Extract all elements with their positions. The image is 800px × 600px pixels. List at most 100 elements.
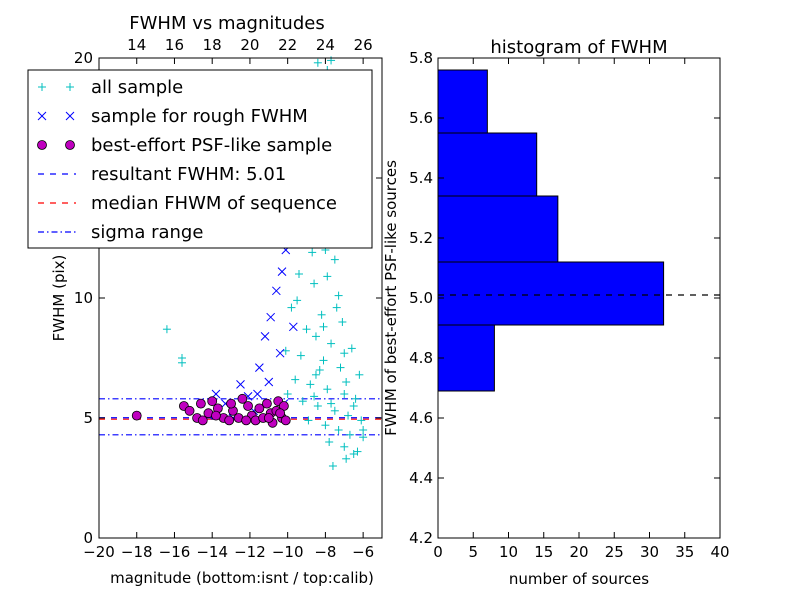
data-point bbox=[264, 377, 274, 387]
y-tick-label: 4.8 bbox=[409, 349, 433, 367]
histogram-bars bbox=[437, 69, 665, 392]
y-tick-label: 20 bbox=[74, 49, 93, 67]
histogram-bar bbox=[437, 132, 538, 197]
histogram-y-label: FWHM of best-effort PSF-like sources bbox=[382, 160, 400, 436]
y-tick-label: 5.4 bbox=[409, 169, 433, 187]
data-point bbox=[313, 58, 322, 67]
data-point bbox=[306, 380, 315, 389]
x-tick-label: 5 bbox=[468, 543, 478, 561]
data-point bbox=[330, 406, 339, 415]
data-point bbox=[340, 442, 349, 451]
x-tick-label: −16 bbox=[159, 543, 191, 561]
histogram-x-label: number of sources bbox=[509, 570, 649, 588]
data-point bbox=[327, 399, 336, 408]
data-point bbox=[298, 397, 307, 406]
data-point bbox=[357, 416, 366, 425]
histogram-bar bbox=[437, 261, 665, 326]
y-tick-label: 4.2 bbox=[409, 529, 433, 547]
scatter-top-axis: 14 16 18 20 22 24 26 bbox=[127, 36, 373, 64]
data-point bbox=[195, 398, 206, 409]
data-point bbox=[342, 378, 351, 386]
data-point bbox=[349, 402, 358, 410]
y-tick-label: 5.2 bbox=[409, 229, 433, 247]
data-point bbox=[311, 370, 320, 379]
data-point bbox=[253, 389, 262, 399]
data-point bbox=[338, 318, 347, 326]
data-point bbox=[304, 416, 313, 425]
data-point bbox=[308, 248, 317, 257]
legend-box bbox=[27, 69, 373, 249]
top-tick-label: 16 bbox=[165, 36, 184, 54]
legend-entry: sample for rough FWHM bbox=[37, 106, 308, 127]
legend-entry: all sample bbox=[38, 77, 183, 98]
histogram-panel: 0 5 10 15 20 25 30 35 40 4.2 4.4 4.6 4.8 5.0 5.2 5.4 5.… bbox=[382, 37, 730, 588]
data-point bbox=[277, 267, 287, 276]
data-point bbox=[355, 370, 364, 379]
data-point bbox=[254, 403, 265, 414]
data-point bbox=[288, 322, 298, 332]
data-point bbox=[345, 430, 354, 439]
legend-marker bbox=[65, 111, 75, 121]
data-point bbox=[325, 438, 334, 446]
x-tick-label: 10 bbox=[499, 543, 518, 561]
legend-entry: best-effort PSF-like sample bbox=[37, 135, 332, 156]
y-tick-label: 0 bbox=[83, 529, 93, 547]
data-point bbox=[266, 312, 276, 322]
y-tick-label: 5.8 bbox=[409, 49, 433, 67]
data-point bbox=[280, 415, 291, 426]
y-tick-label: 4.4 bbox=[409, 469, 433, 487]
data-point bbox=[260, 332, 270, 341]
data-point bbox=[353, 447, 362, 456]
y-tick-label: 5.6 bbox=[409, 109, 433, 127]
x-tick-label: 15 bbox=[534, 543, 553, 561]
data-point bbox=[310, 279, 319, 288]
legend-entry: sigma range bbox=[38, 222, 203, 243]
histogram-title: histogram of FWHM bbox=[490, 37, 667, 58]
data-point bbox=[262, 398, 272, 409]
histogram-bar bbox=[437, 324, 495, 392]
y-tick-label: 5 bbox=[83, 409, 93, 427]
data-point bbox=[271, 286, 281, 296]
scatter-x-label: magnitude (bottom:isnt / top:calib) bbox=[110, 569, 374, 587]
data-point bbox=[293, 296, 302, 305]
data-point bbox=[255, 363, 264, 372]
data-point bbox=[184, 405, 195, 416]
data-point bbox=[319, 322, 328, 331]
x-tick-label: −6 bbox=[352, 543, 374, 561]
y-tick-label: 5.0 bbox=[409, 289, 433, 307]
data-point bbox=[317, 310, 326, 319]
data-point bbox=[302, 325, 311, 334]
histogram-bar bbox=[437, 69, 488, 134]
data-point bbox=[283, 390, 292, 398]
legend-label: sigma range bbox=[91, 222, 203, 243]
scatter-title: FWHM vs magnitudes bbox=[129, 13, 324, 34]
data-point bbox=[328, 462, 337, 470]
x-tick-label: 35 bbox=[675, 543, 694, 561]
data-point bbox=[211, 410, 221, 421]
x-tick-label: 30 bbox=[640, 543, 659, 561]
data-point bbox=[226, 398, 236, 409]
y-tick-label: 10 bbox=[74, 289, 93, 307]
legend-marker bbox=[66, 83, 74, 91]
data-point bbox=[336, 363, 345, 372]
data-point bbox=[241, 415, 252, 426]
x-tick-label: −12 bbox=[234, 543, 266, 561]
data-point bbox=[311, 332, 320, 341]
legend-label: sample for rough FWHM bbox=[91, 106, 308, 127]
x-tick-label: −20 bbox=[83, 543, 115, 561]
x-tick-label: −18 bbox=[121, 543, 153, 561]
legend-marker bbox=[37, 111, 47, 121]
x-tick-label: 25 bbox=[605, 543, 624, 561]
data-point bbox=[323, 385, 332, 394]
legend-marker bbox=[65, 140, 75, 150]
data-point bbox=[319, 356, 328, 365]
data-point bbox=[359, 426, 368, 434]
data-point bbox=[275, 348, 285, 358]
data-point bbox=[178, 358, 187, 367]
histogram-y-axis: 4.2 4.4 4.6 4.8 5.0 5.2 5.4 5.6 5.8 bbox=[409, 49, 720, 547]
data-point bbox=[340, 390, 349, 398]
data-point bbox=[327, 339, 336, 348]
data-point bbox=[347, 344, 356, 353]
data-point bbox=[275, 408, 286, 419]
